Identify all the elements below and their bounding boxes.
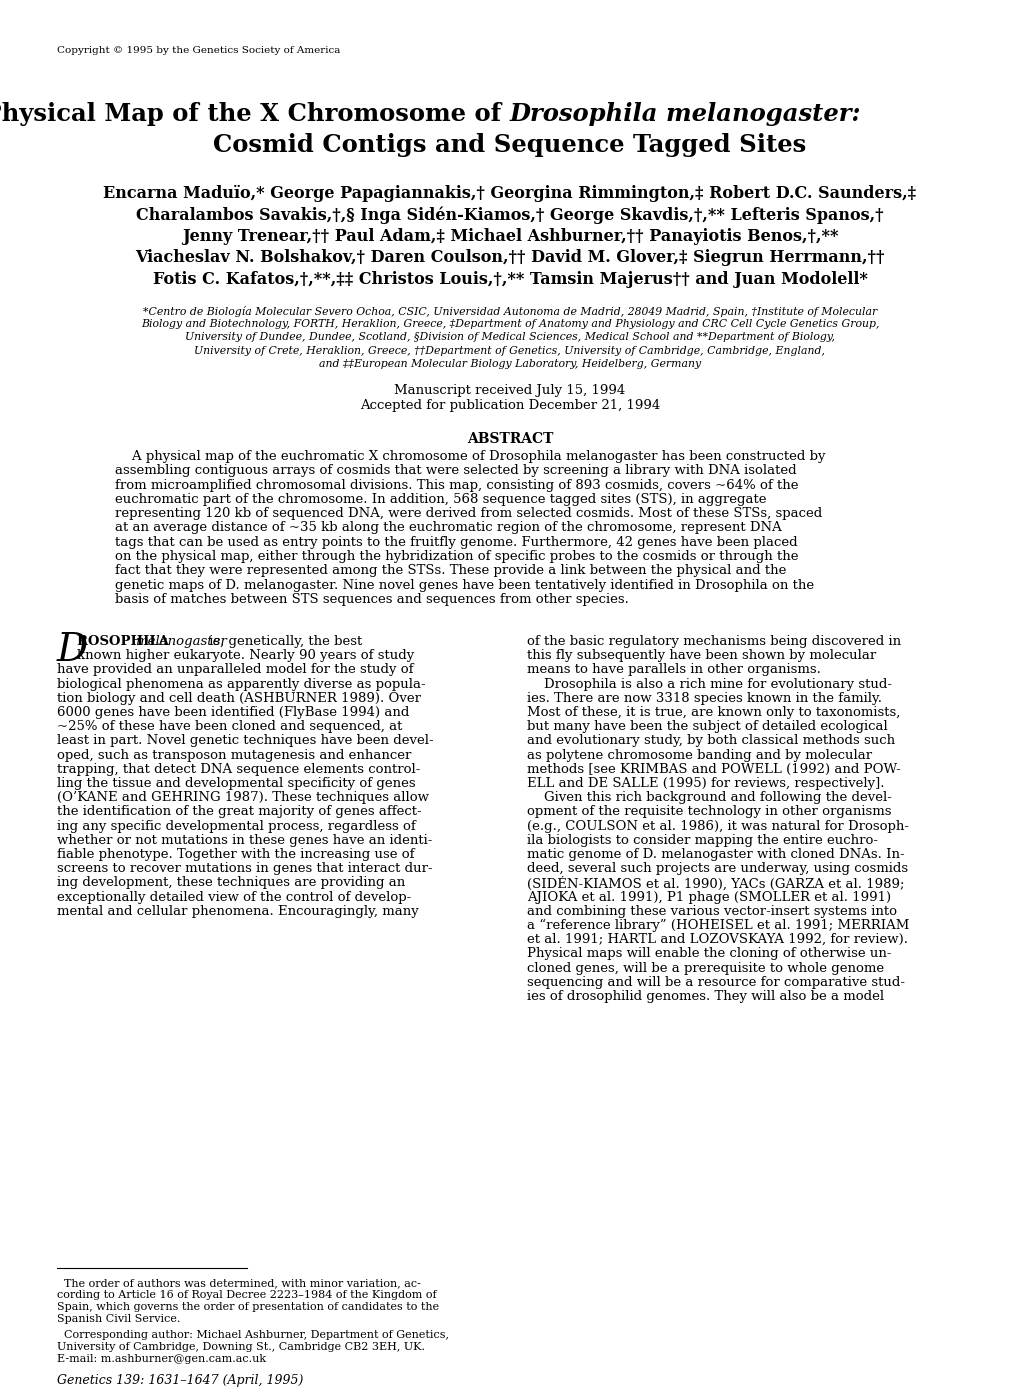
Text: methods [see KRIMBAS and POWELL (1992) and POW-: methods [see KRIMBAS and POWELL (1992) a… bbox=[527, 762, 900, 776]
Text: is, genetically, the best: is, genetically, the best bbox=[205, 635, 362, 648]
Text: E-mail: m.ashburner@gen.cam.ac.uk: E-mail: m.ashburner@gen.cam.ac.uk bbox=[57, 1354, 266, 1364]
Text: University of Dundee, Dundee, Scotland, §Division of Medical Sciences, Medical S: University of Dundee, Dundee, Scotland, … bbox=[184, 332, 835, 342]
Text: Most of these, it is true, are known only to taxonomists,: Most of these, it is true, are known onl… bbox=[527, 706, 900, 719]
Text: Drosophila is also a rich mine for evolutionary stud-: Drosophila is also a rich mine for evolu… bbox=[527, 677, 892, 691]
Text: fiable phenotype. Together with the increasing use of: fiable phenotype. Together with the incr… bbox=[57, 847, 414, 861]
Text: deed, several such projects are underway, using cosmids: deed, several such projects are underway… bbox=[527, 863, 907, 875]
Text: (e.g., COULSON et al. 1986), it was natural for Drosoph-: (e.g., COULSON et al. 1986), it was natu… bbox=[527, 819, 908, 832]
Text: known higher eukaryote. Nearly 90 years of study: known higher eukaryote. Nearly 90 years … bbox=[76, 649, 414, 662]
Text: means to have parallels in other organisms.: means to have parallels in other organis… bbox=[527, 663, 820, 677]
Text: Drosophila melanogaster:: Drosophila melanogaster: bbox=[510, 102, 861, 126]
Text: ing development, these techniques are providing an: ing development, these techniques are pr… bbox=[57, 877, 405, 889]
Text: ies. There are now 3318 species known in the family.: ies. There are now 3318 species known in… bbox=[527, 692, 881, 705]
Text: ling the tissue and developmental specificity of genes: ling the tissue and developmental specif… bbox=[57, 778, 415, 790]
Text: ABSTRACT: ABSTRACT bbox=[467, 431, 552, 445]
Text: A physical map of the euchromatic X chromosome of Drosophila melanogaster has be: A physical map of the euchromatic X chro… bbox=[115, 450, 824, 463]
Text: Encarna Maduïo,* George Papagiannakis,† Georgina Rimmington,‡ Robert D.C. Saunde: Encarna Maduïo,* George Papagiannakis,† … bbox=[103, 186, 916, 202]
Text: but many have been the subject of detailed ecological: but many have been the subject of detail… bbox=[527, 720, 887, 733]
Text: Biology and Biotechnology, FORTH, Heraklion, Greece, ‡Department of Anatomy and : Biology and Biotechnology, FORTH, Herakl… bbox=[141, 320, 878, 329]
Text: Manuscript received July 15, 1994: Manuscript received July 15, 1994 bbox=[394, 384, 625, 396]
Text: Physical maps will enable the cloning of otherwise un-: Physical maps will enable the cloning of… bbox=[527, 948, 891, 960]
Text: ELL and DE SALLE (1995) for reviews, respectively].: ELL and DE SALLE (1995) for reviews, res… bbox=[527, 778, 883, 790]
Text: Genetics 139: 1631–1647 (April, 1995): Genetics 139: 1631–1647 (April, 1995) bbox=[57, 1374, 303, 1388]
Text: Given this rich background and following the devel-: Given this rich background and following… bbox=[527, 792, 891, 804]
Text: assembling contiguous arrays of cosmids that were selected by screening a librar: assembling contiguous arrays of cosmids … bbox=[115, 465, 796, 477]
Text: the identification of the great majority of genes affect-: the identification of the great majority… bbox=[57, 805, 421, 818]
Text: tion biology and cell death (ASHBURNER 1989). Over: tion biology and cell death (ASHBURNER 1… bbox=[57, 692, 421, 705]
Text: of the basic regulatory mechanisms being discovered in: of the basic regulatory mechanisms being… bbox=[527, 635, 900, 648]
Text: and evolutionary study, by both classical methods such: and evolutionary study, by both classica… bbox=[527, 734, 895, 747]
Text: AJIOKA et al. 1991), P1 phage (SMOLLER et al. 1991): AJIOKA et al. 1991), P1 phage (SMOLLER e… bbox=[527, 891, 891, 903]
Text: ies of drosophilid genomes. They will also be a model: ies of drosophilid genomes. They will al… bbox=[527, 990, 883, 1002]
Text: Fotis C. Kafatos,†,**,‡‡ Christos Louis,†,** Tamsin Majerus†† and Juan Modolell*: Fotis C. Kafatos,†,**,‡‡ Christos Louis,… bbox=[153, 271, 866, 288]
Text: and combining these various vector-insert systems into: and combining these various vector-inser… bbox=[527, 905, 896, 917]
Text: exceptionally detailed view of the control of develop-: exceptionally detailed view of the contr… bbox=[57, 891, 411, 903]
Text: basis of matches between STS sequences and sequences from other species.: basis of matches between STS sequences a… bbox=[115, 593, 629, 606]
Text: Accepted for publication December 21, 1994: Accepted for publication December 21, 19… bbox=[360, 399, 659, 412]
Text: as polytene chromosome banding and by molecular: as polytene chromosome banding and by mo… bbox=[527, 748, 871, 762]
Text: have provided an unparalleled model for the study of: have provided an unparalleled model for … bbox=[57, 663, 413, 677]
Text: tags that can be used as entry points to the fruitfly genome. Furthermore, 42 ge: tags that can be used as entry points to… bbox=[115, 536, 797, 549]
Text: ing any specific developmental process, regardless of: ing any specific developmental process, … bbox=[57, 819, 416, 832]
Text: ila biologists to consider mapping the entire euchro-: ila biologists to consider mapping the e… bbox=[527, 833, 877, 847]
Text: and ‡‡European Molecular Biology Laboratory, Heidelberg, Germany: and ‡‡European Molecular Biology Laborat… bbox=[319, 359, 700, 369]
Text: Corresponding author: Michael Ashburner, Department of Genetics,: Corresponding author: Michael Ashburner,… bbox=[57, 1330, 448, 1340]
Text: D: D bbox=[57, 632, 88, 669]
Text: Copyright © 1995 by the Genetics Society of America: Copyright © 1995 by the Genetics Society… bbox=[57, 46, 340, 54]
Text: least in part. Novel genetic techniques have been devel-: least in part. Novel genetic techniques … bbox=[57, 734, 433, 747]
Text: euchromatic part of the chromosome. In addition, 568 sequence tagged sites (STS): euchromatic part of the chromosome. In a… bbox=[115, 493, 765, 505]
Text: (O’KANE and GEHRING 1987). These techniques allow: (O’KANE and GEHRING 1987). These techniq… bbox=[57, 792, 429, 804]
Text: at an average distance of ~35 kb along the euchromatic region of the chromosome,: at an average distance of ~35 kb along t… bbox=[115, 522, 781, 535]
Text: opment of the requisite technology in other organisms: opment of the requisite technology in ot… bbox=[527, 805, 891, 818]
Text: melanogaster: melanogaster bbox=[135, 635, 226, 648]
Text: University of Cambridge, Downing St., Cambridge CB2 3EH, UK.: University of Cambridge, Downing St., Ca… bbox=[57, 1342, 425, 1351]
Text: 6000 genes have been identified (FlyBase 1994) and: 6000 genes have been identified (FlyBase… bbox=[57, 706, 409, 719]
Text: ~25% of these have been cloned and sequenced, at: ~25% of these have been cloned and seque… bbox=[57, 720, 401, 733]
Text: *Centro de Biología Molecular Severo Ochoa, CSIC, Universidad Autonoma de Madrid: *Centro de Biología Molecular Severo Och… bbox=[143, 306, 876, 317]
Text: mental and cellular phenomena. Encouragingly, many: mental and cellular phenomena. Encouragi… bbox=[57, 905, 419, 917]
Text: sequencing and will be a resource for comparative stud-: sequencing and will be a resource for co… bbox=[527, 976, 904, 988]
Text: Cosmid Contigs and Sequence Tagged Sites: Cosmid Contigs and Sequence Tagged Sites bbox=[213, 133, 806, 156]
Text: trapping, that detect DNA sequence elements control-: trapping, that detect DNA sequence eleme… bbox=[57, 762, 420, 776]
Text: (SIDÉN-KIAMOS et al. 1990), YACs (GARZA et al. 1989;: (SIDÉN-KIAMOS et al. 1990), YACs (GARZA … bbox=[527, 877, 904, 891]
Text: University of Crete, Heraklion, Greece, ††Department of Genetics, University of : University of Crete, Heraklion, Greece, … bbox=[195, 346, 824, 356]
Text: this fly subsequently have been shown by molecular: this fly subsequently have been shown by… bbox=[527, 649, 875, 662]
Text: A Physical Map of the X Chromosome of: A Physical Map of the X Chromosome of bbox=[0, 102, 510, 126]
Text: Jenny Trenear,†† Paul Adam,‡ Michael Ashburner,†† Panayiotis Benos,†,**: Jenny Trenear,†† Paul Adam,‡ Michael Ash… bbox=[181, 228, 838, 246]
Text: Viacheslav N. Bolshakov,† Daren Coulson,†† David M. Glover,‡ Siegrun Herrmann,††: Viacheslav N. Bolshakov,† Daren Coulson,… bbox=[136, 250, 883, 267]
Text: from microamplified chromosomal divisions. This map, consisting of 893 cosmids, : from microamplified chromosomal division… bbox=[115, 479, 798, 491]
Text: cloned genes, will be a prerequisite to whole genome: cloned genes, will be a prerequisite to … bbox=[527, 962, 883, 974]
Text: representing 120 kb of sequenced DNA, were derived from selected cosmids. Most o: representing 120 kb of sequenced DNA, we… bbox=[115, 507, 821, 521]
Text: fact that they were represented among the STSs. These provide a link between the: fact that they were represented among th… bbox=[115, 564, 786, 578]
Text: ROSOPHILA: ROSOPHILA bbox=[76, 635, 173, 648]
Text: The order of authors was determined, with minor variation, ac-: The order of authors was determined, wit… bbox=[57, 1277, 421, 1289]
Text: genetic maps of D. melanogaster. Nine novel genes have been tentatively identifi: genetic maps of D. melanogaster. Nine no… bbox=[115, 579, 813, 592]
Text: oped, such as transposon mutagenesis and enhancer: oped, such as transposon mutagenesis and… bbox=[57, 748, 411, 762]
Text: Spanish Civil Service.: Spanish Civil Service. bbox=[57, 1314, 180, 1323]
Text: biological phenomena as apparently diverse as popula-: biological phenomena as apparently diver… bbox=[57, 677, 425, 691]
Text: Spain, which governs the order of presentation of candidates to the: Spain, which governs the order of presen… bbox=[57, 1302, 439, 1312]
Text: et al. 1991; HARTL and LOZOVSKAYA 1992, for review).: et al. 1991; HARTL and LOZOVSKAYA 1992, … bbox=[527, 933, 907, 946]
Text: matic genome of D. melanogaster with cloned DNAs. In-: matic genome of D. melanogaster with clo… bbox=[527, 847, 904, 861]
Text: on the physical map, either through the hybridization of specific probes to the : on the physical map, either through the … bbox=[115, 550, 798, 563]
Text: cording to Article 16 of Royal Decree 2223–1984 of the Kingdom of: cording to Article 16 of Royal Decree 22… bbox=[57, 1290, 436, 1300]
Text: Charalambos Savakis,†,§ Inga Sidén-Kiamos,† George Skavdis,†,** Lefteris Spanos,: Charalambos Savakis,†,§ Inga Sidén-Kiamo… bbox=[137, 207, 882, 223]
Text: a “reference library” (HOHEISEL et al. 1991; MERRIAM: a “reference library” (HOHEISEL et al. 1… bbox=[527, 919, 909, 933]
Text: whether or not mutations in these genes have an identi-: whether or not mutations in these genes … bbox=[57, 833, 432, 847]
Text: screens to recover mutations in genes that interact dur-: screens to recover mutations in genes th… bbox=[57, 863, 432, 875]
